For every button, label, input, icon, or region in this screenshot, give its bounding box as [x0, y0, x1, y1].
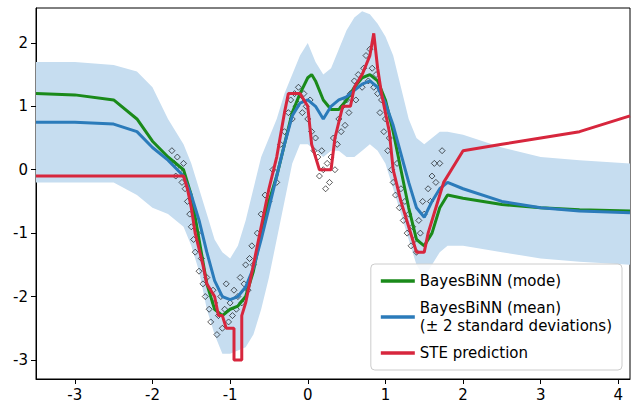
svg-text:(± 2 standard deviations): (± 2 standard deviations) — [420, 317, 612, 335]
svg-text:-1: -1 — [13, 224, 28, 242]
svg-text:-3: -3 — [13, 351, 28, 369]
svg-text:1: 1 — [381, 386, 391, 402]
svg-text:2: 2 — [18, 34, 28, 52]
svg-text:-2: -2 — [145, 386, 160, 402]
svg-text:4: 4 — [614, 386, 624, 402]
svg-text:BayesBiNN (mode): BayesBiNN (mode) — [420, 272, 561, 290]
svg-text:2: 2 — [458, 386, 468, 402]
svg-text:-3: -3 — [67, 386, 82, 402]
svg-text:-1: -1 — [223, 386, 238, 402]
svg-text:BayesBiNN (mean): BayesBiNN (mean) — [420, 299, 561, 317]
svg-text:3: 3 — [536, 386, 546, 402]
svg-text:1: 1 — [18, 97, 28, 115]
svg-text:0: 0 — [303, 386, 313, 402]
svg-text:STE prediction: STE prediction — [420, 344, 528, 362]
svg-text:-2: -2 — [13, 288, 28, 306]
svg-text:0: 0 — [18, 161, 28, 179]
